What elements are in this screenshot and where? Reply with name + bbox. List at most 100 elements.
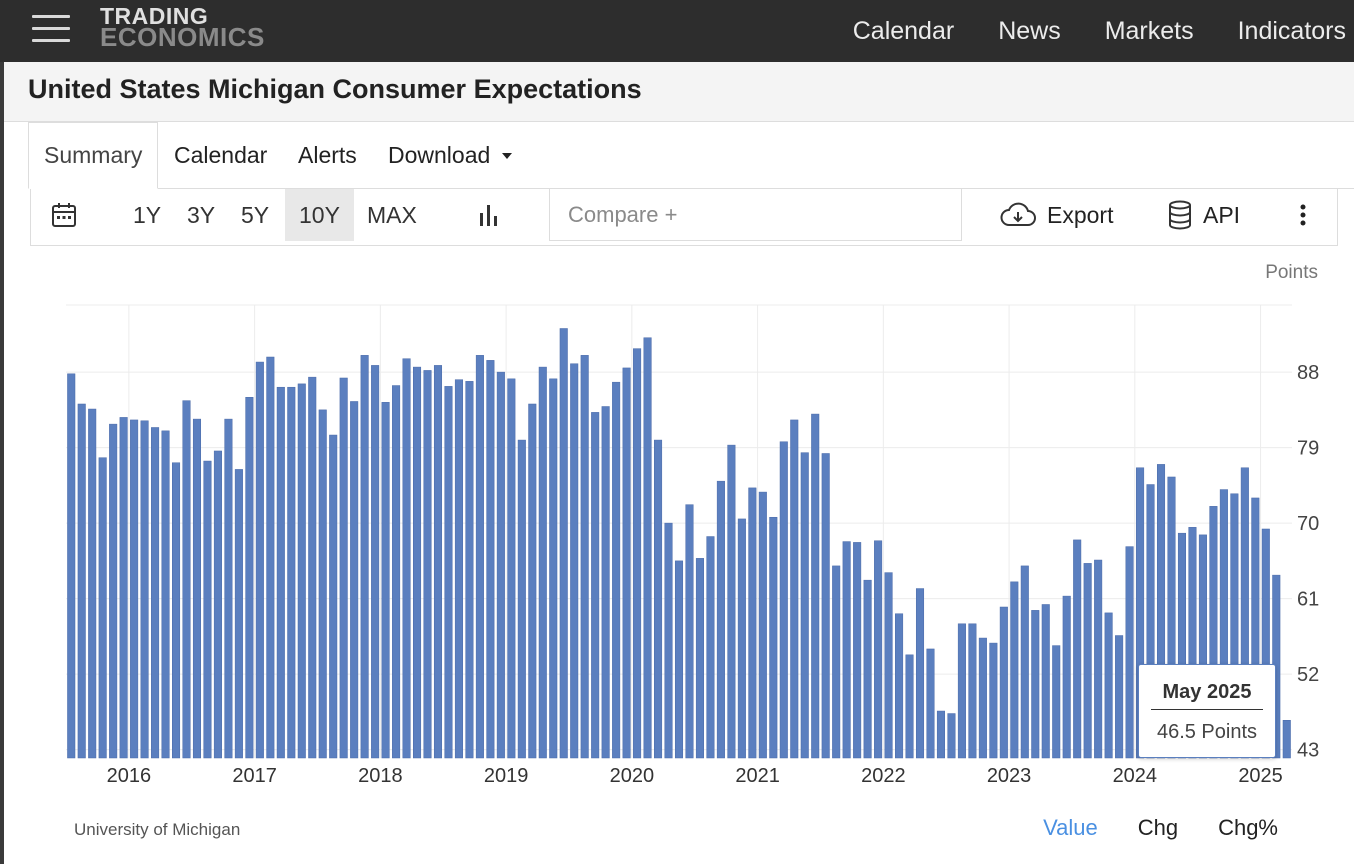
bar (978, 637, 987, 759)
bar (182, 400, 191, 759)
bar (1177, 532, 1186, 759)
brand-logo[interactable]: TRADING ECONOMICS (100, 5, 265, 51)
bar (1094, 559, 1103, 759)
bar (1209, 506, 1218, 759)
bar (119, 417, 128, 759)
page-title: United States Michigan Consumer Expectat… (28, 74, 642, 104)
bar (67, 373, 76, 759)
range-3y[interactable]: 3Y (187, 201, 216, 228)
kebab-menu-icon (1300, 204, 1306, 226)
x-axis-ticks: 2016 2017 2018 2019 2020 2021 2022 2023 2024 2025 (107, 765, 1283, 787)
tooltip-divider (1151, 709, 1263, 710)
top-navbar: TRADING ECONOMICS Calendar News Markets … (0, 0, 1354, 62)
bar (308, 376, 317, 759)
bar (465, 381, 474, 759)
bar (926, 648, 935, 759)
tab-download[interactable]: Download (388, 122, 513, 189)
bar (727, 444, 736, 759)
bar (287, 386, 296, 759)
x-tick-label: 2016 (107, 765, 152, 787)
nav-indicators[interactable]: Indicators (1237, 16, 1346, 45)
nav-markets[interactable]: Markets (1104, 16, 1194, 45)
bar (1136, 467, 1145, 759)
bar (999, 606, 1008, 759)
bar (1198, 534, 1207, 759)
tooltip-period: May 2025 (1162, 681, 1252, 703)
bar (276, 386, 285, 759)
export-button[interactable]: Export (999, 189, 1113, 241)
bar (591, 412, 600, 759)
y-axis-ticks: 43 52 61 70 79 88 (1297, 362, 1319, 761)
bar (203, 460, 212, 759)
range-10y[interactable]: 10Y (285, 189, 354, 241)
main-nav: Calendar News Markets Indicators (853, 0, 1346, 62)
bar (172, 462, 181, 759)
bar (989, 642, 998, 759)
bar (769, 516, 778, 759)
tab-alerts[interactable]: Alerts (298, 142, 357, 168)
mode-value[interactable]: Value (1043, 815, 1098, 840)
bar (402, 358, 411, 759)
export-label: Export (1047, 201, 1114, 228)
bar (350, 401, 359, 759)
range-1y[interactable]: 1Y (133, 201, 162, 228)
data-tooltip: May 2025 46.5 Points (1138, 664, 1276, 758)
bar (1010, 581, 1019, 759)
bar (612, 381, 621, 759)
bar (800, 452, 809, 759)
bar (832, 565, 841, 759)
nav-news[interactable]: News (998, 16, 1061, 45)
bar (1240, 467, 1249, 759)
bar (559, 328, 568, 759)
tab-summary[interactable]: Summary (28, 122, 159, 189)
bar (413, 366, 422, 759)
bar (151, 427, 160, 759)
bar (245, 397, 254, 759)
bar (549, 378, 558, 759)
bar (1261, 528, 1270, 759)
tab-calendar[interactable]: Calendar (174, 142, 268, 168)
bar (88, 408, 97, 759)
range-5y[interactable]: 5Y (241, 201, 270, 228)
bar (821, 453, 830, 759)
bar (936, 710, 945, 759)
chart-type-button[interactable] (477, 189, 501, 241)
bar (360, 355, 369, 759)
api-button[interactable]: API (1167, 189, 1240, 241)
bar (643, 337, 652, 759)
bar (213, 450, 222, 759)
bar (853, 542, 862, 759)
bar (433, 365, 443, 759)
bar (1031, 610, 1040, 759)
bar (496, 371, 505, 759)
bar (297, 383, 306, 759)
bar (790, 419, 799, 759)
y-tick-label: 52 (1297, 664, 1319, 686)
cloud-download-icon (1000, 202, 1036, 226)
bar (1125, 546, 1134, 759)
nav-calendar[interactable]: Calendar (852, 16, 955, 45)
chevron-down-icon (502, 152, 513, 159)
bar (266, 356, 275, 759)
menu-icon[interactable] (32, 15, 70, 43)
bar (392, 385, 401, 759)
date-picker-button[interactable] (51, 189, 77, 241)
more-options-button[interactable] (1299, 189, 1307, 241)
bar (957, 623, 966, 759)
bar (570, 363, 579, 759)
bar (1251, 497, 1260, 759)
bar (1156, 464, 1166, 759)
bar (895, 613, 904, 759)
tab-download-label: Download (388, 142, 491, 168)
mode-chg[interactable]: Chg (1137, 815, 1179, 840)
bar-chart-icon (480, 205, 497, 226)
chart-toolbar: 1Y 3Y 5Y 10Y MAX Compare + Export API (30, 189, 1338, 246)
api-label: API (1203, 201, 1241, 228)
bar (622, 367, 631, 759)
range-max[interactable]: MAX (367, 201, 417, 228)
bar (1052, 645, 1061, 759)
mode-chg-pct[interactable]: Chg% (1218, 815, 1278, 840)
bar (1282, 720, 1291, 759)
compare-input[interactable]: Compare + (549, 189, 962, 241)
